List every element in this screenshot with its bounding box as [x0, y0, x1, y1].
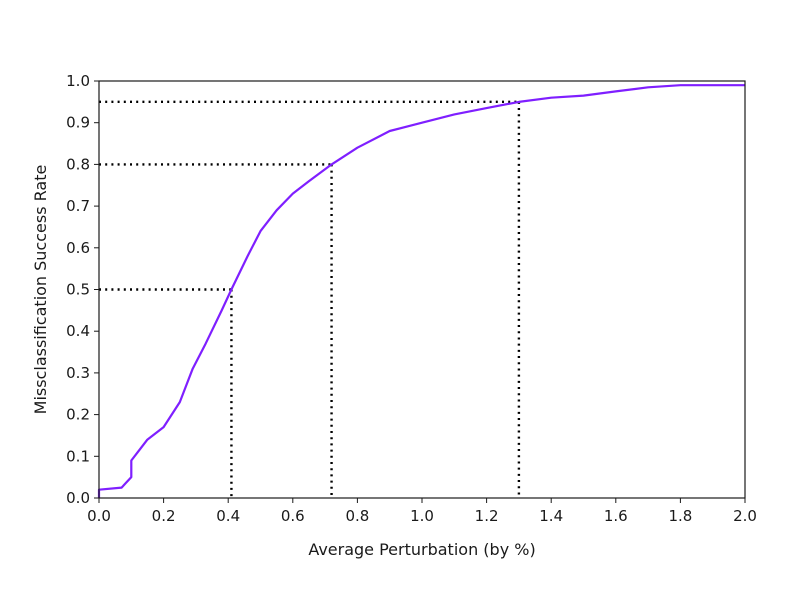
x-tick-label: 1.4 [539, 507, 563, 525]
x-tick-label: 0.2 [152, 507, 176, 525]
x-tick-label: 0.4 [216, 507, 240, 525]
axes-frame [98, 80, 746, 499]
y-tick-label: 0.9 [66, 114, 90, 132]
y-tick-label: 0.7 [66, 197, 90, 215]
y-tick-label: 0.8 [66, 155, 90, 173]
x-tick-label: 1.2 [475, 507, 499, 525]
x-tick-label: 1.8 [668, 507, 692, 525]
reference-lines [99, 100, 521, 498]
x-tick-label: 1.6 [604, 507, 628, 525]
x-axis-label: Average Perturbation (by %) [308, 540, 535, 559]
x-axis-ticks: 0.0 0.2 0.4 0.6 0.8 1.0 1.2 1.4 1.6 1.8 2.0 [87, 498, 757, 525]
y-axis-label: Missclassification Success Rate [31, 165, 50, 415]
y-tick-label: 1.0 [66, 72, 90, 90]
x-tick-label: 0.8 [345, 507, 369, 525]
y-tick-label: 0.4 [66, 322, 90, 340]
y-tick-label: 0.6 [66, 239, 90, 257]
y-tick-label: 0.1 [66, 447, 90, 465]
success-rate-curve [97, 84, 745, 498]
y-tick-label: 0.0 [66, 489, 90, 507]
x-tick-label: 0.6 [281, 507, 305, 525]
y-tick-label: 0.2 [66, 406, 90, 424]
y-tick-label: 0.3 [66, 364, 90, 382]
y-tick-label: 0.5 [66, 281, 90, 299]
y-axis-ticks: 0.0 0.1 0.2 0.3 0.4 0.5 0.6 0.7 0.8 0.9 1.0 [66, 72, 99, 507]
x-tick-label: 0.0 [87, 507, 111, 525]
x-tick-label: 2.0 [733, 507, 757, 525]
x-tick-label: 1.0 [410, 507, 434, 525]
